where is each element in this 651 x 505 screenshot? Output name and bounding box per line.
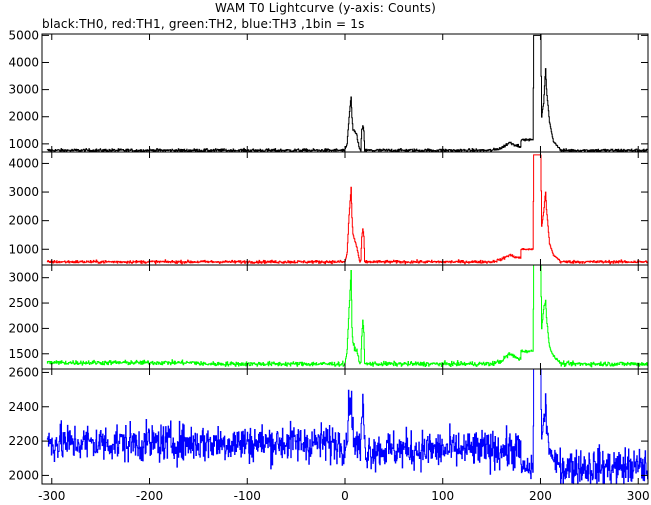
y-tick-label: 5000 <box>8 28 39 42</box>
y-tick-label: 2000 <box>8 321 39 335</box>
th3-panel: 2000 2200 2400 2600 <box>8 365 649 485</box>
chart-subtitle: black:TH0, red:TH1, green:TH2, blue:TH3 … <box>42 17 365 31</box>
x-tick-label: 300 <box>627 489 650 503</box>
y-tick-label: 2400 <box>8 400 39 414</box>
y-tick-label: 2500 <box>8 296 39 310</box>
y-tick-label: 3000 <box>8 83 39 97</box>
x-tick-label: 100 <box>431 489 454 503</box>
y-tick-label: 4000 <box>8 156 39 170</box>
x-tick-label: -100 <box>234 489 261 503</box>
y-tick-label: 2000 <box>8 214 39 228</box>
th1-panel: 1000 2000 3000 4000 <box>8 151 649 266</box>
panel-frame <box>41 264 649 370</box>
y-tick-label: 2000 <box>8 110 39 124</box>
x-tick-label: 0 <box>341 489 349 503</box>
y-tick-label: 2600 <box>8 365 39 379</box>
y-tick-label: 2200 <box>8 434 39 448</box>
y-tick-label: 1500 <box>8 347 39 361</box>
panel-frame <box>41 151 649 266</box>
th2-panel: 1500 2000 2500 3000 <box>8 264 649 370</box>
x-tick-label: 200 <box>529 489 552 503</box>
series-th2-line <box>46 265 648 368</box>
x-tick-label: -300 <box>38 489 65 503</box>
y-tick-label: 4000 <box>8 55 39 69</box>
panel-frame <box>41 33 649 153</box>
y-tick-label: 3000 <box>8 271 39 285</box>
series-th3-line <box>46 369 648 484</box>
series-th0-line <box>46 34 648 152</box>
y-tick-label: 1000 <box>8 242 39 256</box>
chart-title: WAM T0 Lightcurve (y-axis: Counts) <box>215 1 436 15</box>
series-th1-line <box>46 154 648 265</box>
y-tick-label: 2000 <box>8 468 39 482</box>
th0-panel: 1000 2000 3000 4000 5000 <box>8 28 649 153</box>
y-tick-label: 3000 <box>8 185 39 199</box>
y-tick-label: 1000 <box>8 137 39 151</box>
x-tick-label: -200 <box>136 489 163 503</box>
